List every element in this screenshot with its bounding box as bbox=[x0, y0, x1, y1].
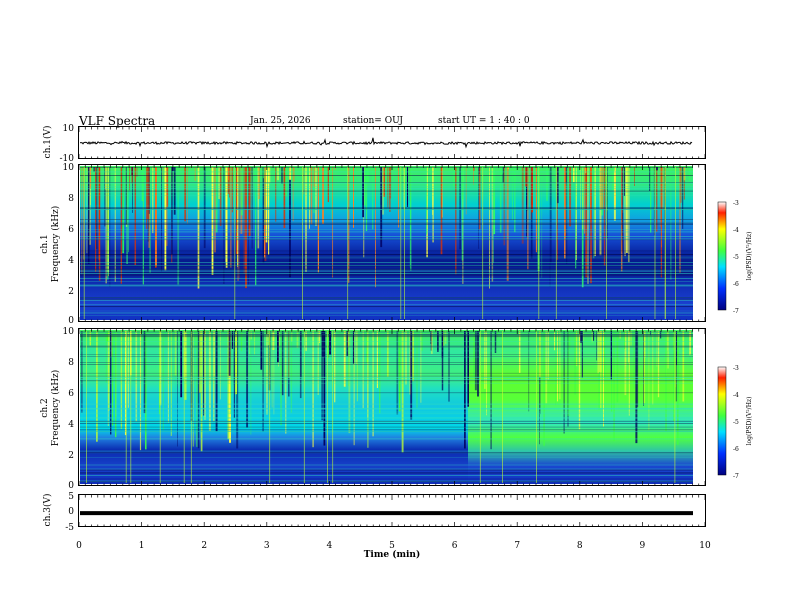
cb1-tick: -5 bbox=[733, 254, 739, 261]
ch2-colorbar-label: log(PSD)(V²/Hz) bbox=[746, 397, 753, 446]
ch1s-ytick: 2 bbox=[68, 287, 74, 297]
ch1-ytick-bottom: -10 bbox=[60, 154, 75, 164]
ch2s-ytick: 4 bbox=[68, 420, 74, 430]
x-tick-label: 2 bbox=[201, 541, 207, 551]
ch1-spectrogram-streaks bbox=[80, 167, 693, 319]
x-tick-label: 6 bbox=[452, 541, 458, 551]
ch2s-ytick: 10 bbox=[63, 327, 75, 337]
ch2-spectrogram-ylabel: Frequency (kHz) bbox=[50, 370, 61, 447]
ch1-spectrogram-ylabel-top: ch.1 bbox=[40, 234, 50, 253]
cb2-tick: -3 bbox=[733, 365, 739, 372]
cb2-tick: -6 bbox=[733, 446, 739, 453]
cb1-tick: -6 bbox=[733, 281, 739, 288]
axis-ticks bbox=[78, 127, 706, 527]
ch2-spectrogram-ylabel-top: ch.2 bbox=[40, 398, 50, 417]
ch2s-ytick: 0 bbox=[68, 481, 74, 491]
ch2s-ytick: 8 bbox=[68, 358, 74, 368]
x-tick-label: 1 bbox=[139, 541, 145, 551]
x-tick-labels: 0 1 2 3 4 5 6 7 8 9 10 bbox=[76, 541, 711, 551]
header-date: Jan. 25, 2026 bbox=[250, 116, 311, 126]
ch1-ytick-top: 10 bbox=[63, 124, 75, 134]
ch1-waveform-yticks: 10 -10 bbox=[60, 124, 75, 164]
x-tick-label: 4 bbox=[327, 541, 333, 551]
ch2s-ytick: 2 bbox=[68, 451, 74, 461]
ch2-colorbar: -3 -4 -5 -6 -7 log(PSD)(V²/Hz) bbox=[717, 365, 753, 480]
ch2-spectrogram-fill-right bbox=[468, 330, 693, 484]
ch1s-ytick: 10 bbox=[63, 163, 75, 173]
x-tick-label: 9 bbox=[640, 541, 646, 551]
ch1-waveform-line bbox=[79, 137, 693, 149]
ch1-waveform-ylabel: ch.1(V) bbox=[42, 126, 53, 159]
x-tick-label: 8 bbox=[577, 541, 583, 551]
ch1s-ytick: 0 bbox=[68, 316, 74, 326]
x-axis-label: Time (min) bbox=[364, 549, 421, 560]
chart-title: VLF Spectra bbox=[79, 114, 156, 128]
ch1-colorbar-gradient bbox=[717, 201, 727, 311]
ch3-ytick: -5 bbox=[65, 523, 74, 533]
cb2-tick: -4 bbox=[733, 392, 739, 399]
ch1s-ytick: 4 bbox=[68, 256, 74, 266]
cb1-tick: -3 bbox=[733, 200, 739, 207]
cb1-tick: -7 bbox=[733, 308, 739, 315]
x-tick-label: 7 bbox=[514, 541, 520, 551]
ch1s-ytick: 6 bbox=[68, 225, 74, 235]
x-tick-label: 5 bbox=[389, 541, 395, 551]
ch2-spectrogram-yticks: 0 2 4 6 8 10 bbox=[63, 327, 75, 491]
header-station: station= OUJ bbox=[343, 116, 404, 126]
ch1-colorbar: -3 -4 -5 -6 -7 log(PSD)(V²/Hz) bbox=[717, 200, 753, 315]
x-tick-label: 0 bbox=[76, 541, 82, 551]
ch3-waveform-ylabel: ch.3(V) bbox=[42, 494, 53, 527]
ch1-spectrogram-yticks: 0 2 4 6 8 10 bbox=[63, 163, 75, 326]
ch2-colorbar-gradient bbox=[717, 366, 727, 476]
cb1-tick: -4 bbox=[733, 227, 739, 234]
ch1-spectrogram-ylabel: Frequency (kHz) bbox=[50, 206, 61, 283]
ch3-waveform-yticks: 5 0 -5 bbox=[65, 492, 74, 533]
ch3-ytick: 5 bbox=[68, 492, 74, 502]
ch2s-ytick: 6 bbox=[68, 389, 74, 399]
ch3-ytick: 0 bbox=[68, 507, 74, 517]
cb2-tick: -7 bbox=[733, 473, 739, 480]
header-start-ut: start UT = 1 : 40 : 0 bbox=[438, 116, 530, 126]
cb2-tick: -5 bbox=[733, 419, 739, 426]
ch1-colorbar-label: log(PSD)(V²/Hz) bbox=[746, 232, 753, 281]
ch2-spectrogram-streaks bbox=[80, 331, 693, 483]
x-tick-label: 10 bbox=[699, 541, 711, 551]
ylabels: ch.1(V) ch.1 Frequency (kHz) ch.2 Freque… bbox=[40, 126, 61, 527]
x-tick-label: 3 bbox=[264, 541, 270, 551]
ch1s-ytick: 8 bbox=[68, 194, 74, 204]
